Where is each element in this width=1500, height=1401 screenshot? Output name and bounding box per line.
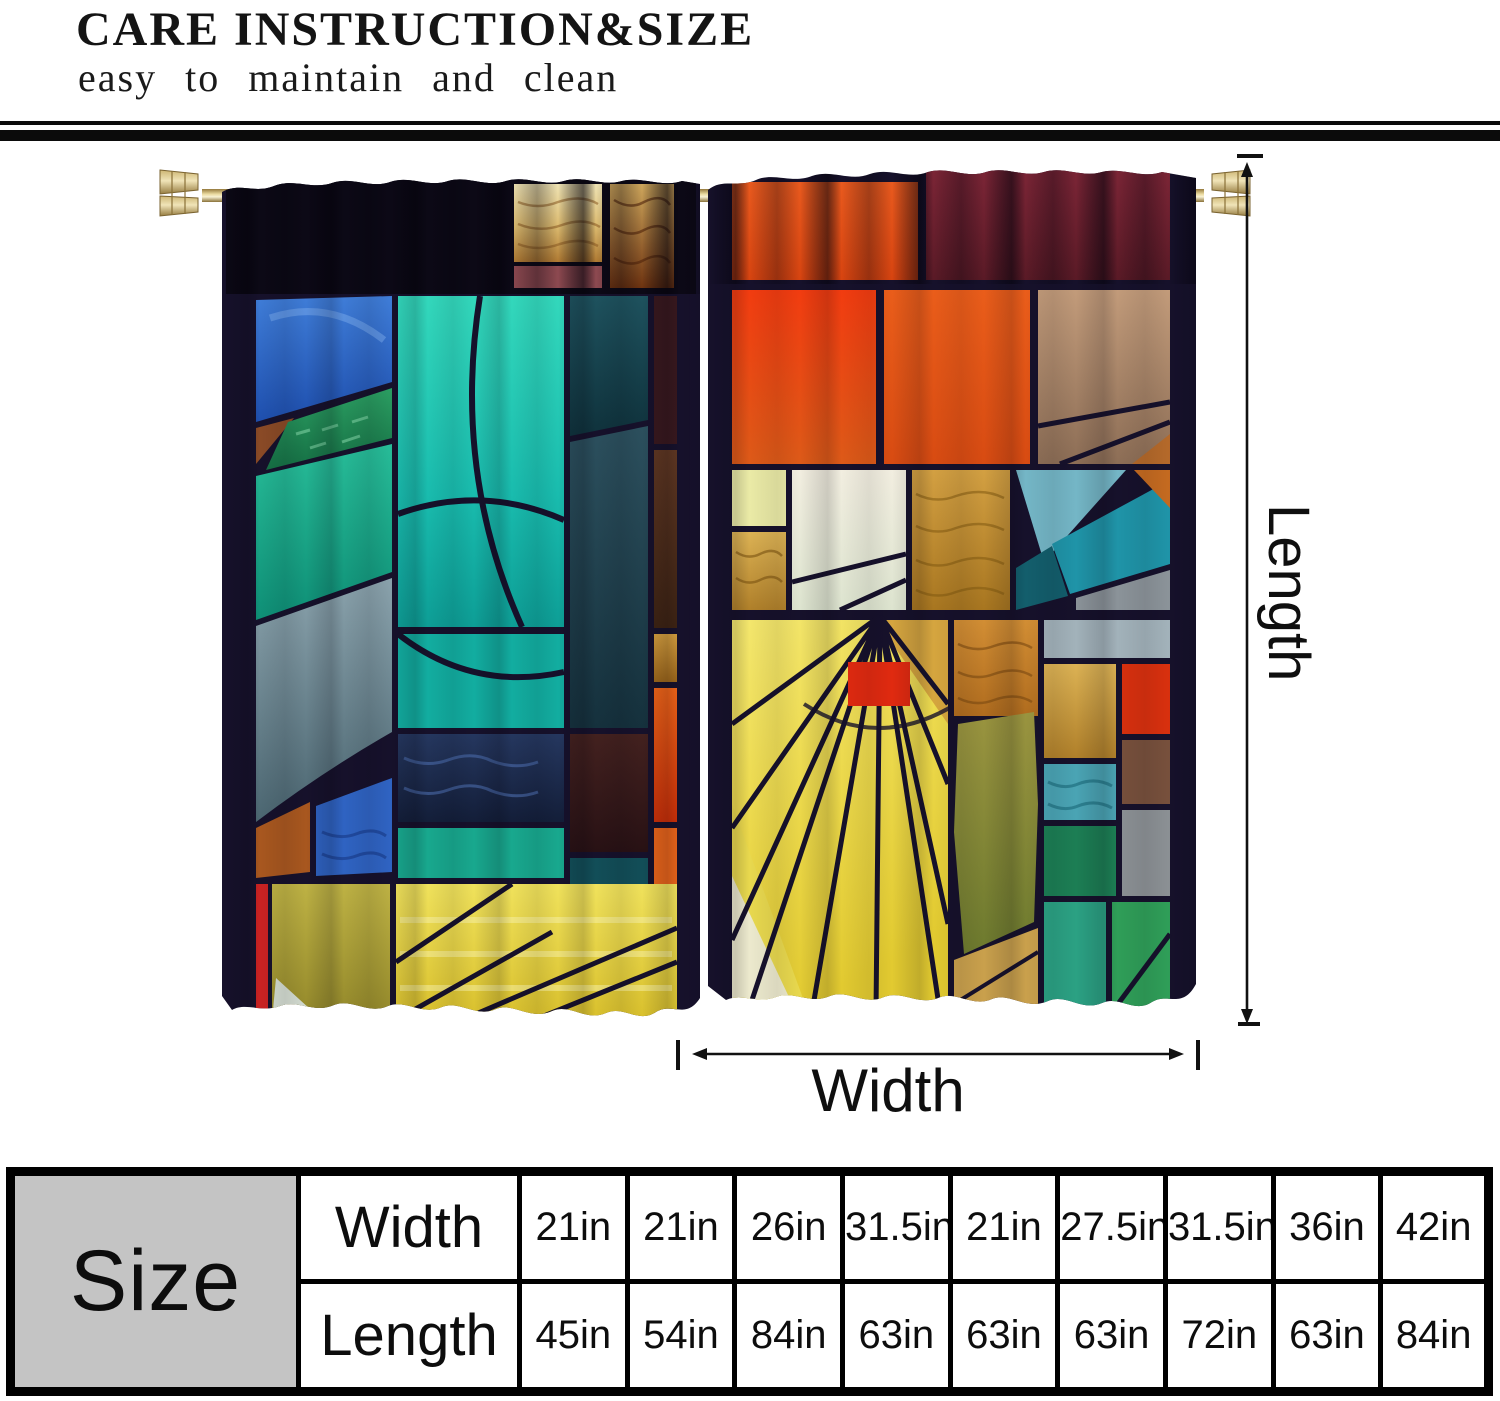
divider-rule-thick <box>0 130 1500 141</box>
width-value: 31.5in <box>839 1169 953 1284</box>
length-value: 54in <box>624 1279 738 1394</box>
length-row-label: Length <box>296 1279 522 1394</box>
rod-finial-right <box>1211 169 1251 217</box>
divider-rule-thin <box>0 121 1500 125</box>
width-measure-arrow <box>676 1040 1200 1070</box>
right-curtain-panel <box>708 170 1196 1007</box>
length-value: 63in <box>1270 1279 1384 1394</box>
width-label: Width <box>811 1057 965 1124</box>
length-value: 72in <box>1162 1279 1276 1394</box>
width-row: Size Width 21in 21in 26in 31.5in 21in 27… <box>8 1169 1491 1394</box>
length-value: 63in <box>839 1279 953 1394</box>
page-subtitle: easy to maintain and clean <box>78 55 619 100</box>
length-value: 63in <box>947 1279 1061 1394</box>
width-value: 42in <box>1378 1169 1491 1284</box>
left-curtain-panel <box>222 179 700 1017</box>
width-row-label: Width <box>296 1169 522 1284</box>
width-value: 21in <box>517 1169 630 1284</box>
rod-finial-left <box>159 169 199 217</box>
length-value: 45in <box>517 1279 630 1394</box>
length-row: Length 45in 54in 84in 63in 63in 63in 72i… <box>11 1279 1491 1394</box>
width-value: 26in <box>732 1169 845 1284</box>
width-value: 27.5in <box>1055 1169 1168 1284</box>
length-measure-arrow <box>1237 154 1263 1026</box>
width-value: 21in <box>624 1169 738 1284</box>
width-value: 36in <box>1270 1169 1384 1284</box>
length-label: Length <box>1256 504 1321 682</box>
size-table: Size Width 21in 21in 26in 31.5in 21in 27… <box>6 1167 1493 1396</box>
length-value: 84in <box>732 1279 845 1394</box>
width-value: 31.5in <box>1162 1169 1276 1284</box>
length-value: 63in <box>1055 1279 1168 1394</box>
page-title: CARE INSTRUCTION&SIZE <box>76 3 755 56</box>
size-corner-cell: Size <box>8 1169 301 1394</box>
length-value: 84in <box>1378 1279 1491 1394</box>
width-value: 21in <box>947 1169 1061 1284</box>
